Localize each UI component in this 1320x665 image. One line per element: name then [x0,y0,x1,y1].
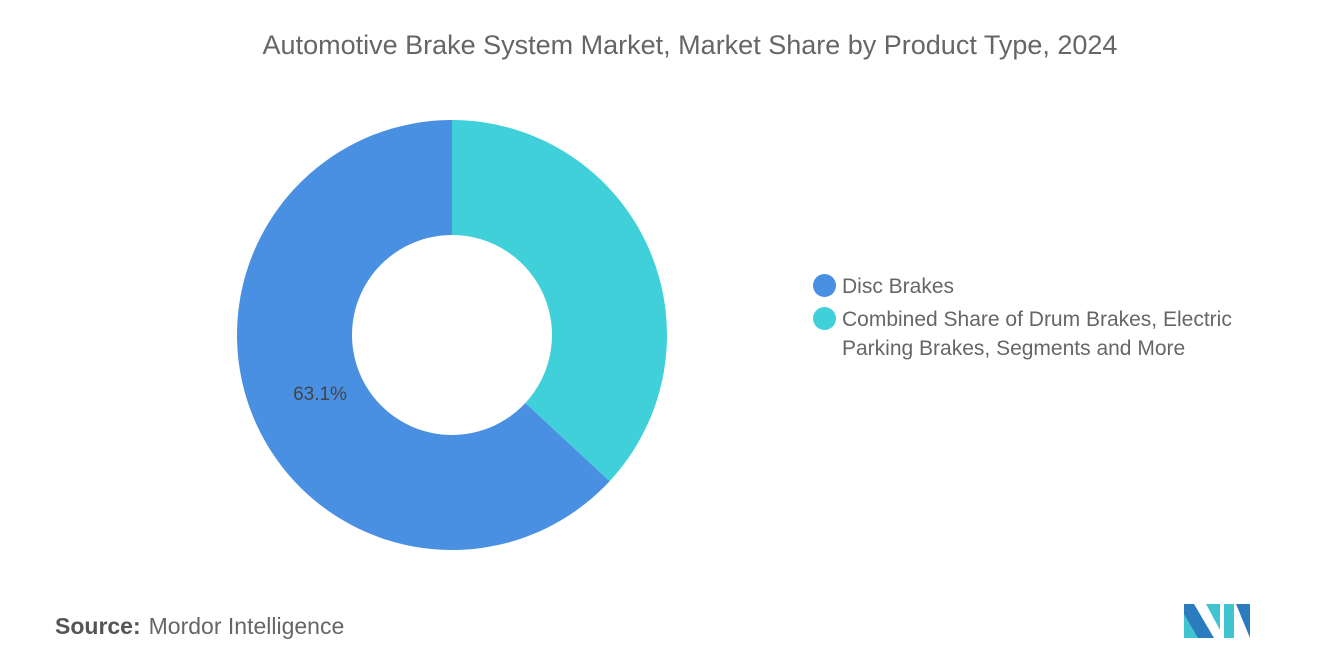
slice-combined-share [452,120,667,482]
legend-item-disc-brakes: Disc Brakes [813,272,1283,301]
legend-item-combined-share: Combined Share of Drum Brakes, Electric … [813,305,1283,363]
legend-label: Disc Brakes [842,275,955,298]
legend-swatch [813,307,836,330]
slice-disc-brakes [236,120,610,550]
source-label: Source: [55,613,141,639]
source-note: Source: Mordor Intelligence [55,613,344,640]
legend-swatch [813,274,836,297]
source-value: Mordor Intelligence [148,613,345,639]
legend-label: Combined Share of Drum Brakes, Electric … [842,308,1232,360]
mordor-intelligence-logo [1184,604,1250,638]
data-label: 63.1% [293,384,347,405]
legend: Disc Brakes Combined Share of Drum Brake… [813,272,1283,367]
chart-title: Automotive Brake System Market, Market S… [262,30,1118,60]
